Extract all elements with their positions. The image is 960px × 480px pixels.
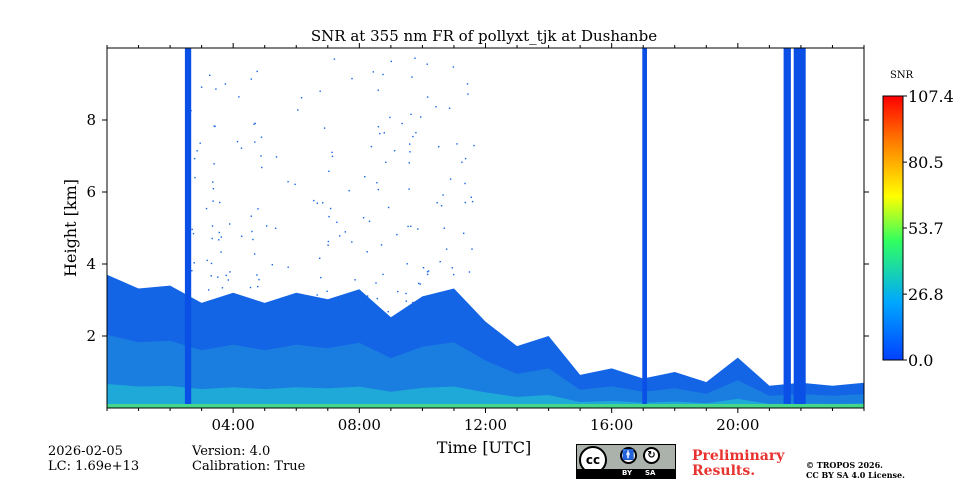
x-tick-label: 20:00 bbox=[716, 416, 759, 434]
y-axis-label: Height [km] bbox=[61, 179, 80, 277]
cc-license-badge[interactable]: cc 🚹 ↻ BY SA bbox=[576, 444, 676, 479]
x-tick-label: 12:00 bbox=[464, 416, 507, 434]
ground-line bbox=[107, 404, 864, 408]
colorbar-tick-label: 80.5 bbox=[908, 153, 944, 172]
colorbar-label: SNR bbox=[890, 70, 914, 81]
cc-by-label: BY bbox=[622, 469, 633, 477]
footer-version: Version: 4.0 bbox=[192, 444, 271, 459]
person-icon: 🚹 bbox=[620, 447, 637, 464]
footer-calibration: Calibration: True bbox=[192, 459, 306, 474]
x-axis-label: Time [UTC] bbox=[437, 438, 531, 457]
plot-area bbox=[107, 48, 864, 408]
full-column-band bbox=[642, 48, 647, 408]
chart-title: SNR at 355 nm FR of pollyxt_tjk at Dusha… bbox=[311, 27, 657, 45]
x-tick-label: 16:00 bbox=[590, 416, 633, 434]
copyright-line-1: © TROPOS 2026. bbox=[806, 460, 883, 470]
copyright-line-2: CC BY SA 4.0 License. bbox=[806, 470, 905, 480]
colorbar-tick-label: 107.4 bbox=[908, 87, 954, 106]
x-tick-label: 04:00 bbox=[212, 416, 255, 434]
x-tick-label: 08:00 bbox=[338, 416, 381, 434]
preliminary-line-1: Preliminary bbox=[692, 448, 785, 464]
share-alike-icon: ↻ bbox=[643, 447, 660, 464]
y-tick-label: 6 bbox=[86, 183, 96, 201]
preliminary-line-2: Results. bbox=[692, 463, 756, 479]
y-tick-label: 4 bbox=[86, 255, 96, 273]
signal-area-ground bbox=[107, 384, 864, 408]
colorbar bbox=[882, 95, 904, 361]
y-tick-label: 2 bbox=[86, 327, 96, 345]
cc-sa-label: SA bbox=[645, 469, 656, 477]
full-column-band bbox=[793, 48, 806, 408]
full-column-band bbox=[184, 48, 192, 408]
colorbar-tick-label: 26.8 bbox=[908, 285, 944, 304]
colorbar-tick-label: 53.7 bbox=[908, 219, 944, 238]
footer-date: 2026-02-05 bbox=[48, 444, 123, 459]
colorbar-tick-label: 0.0 bbox=[908, 351, 933, 370]
footer-lc: LC: 1.69e+13 bbox=[48, 459, 140, 474]
full-column-band bbox=[783, 48, 791, 408]
y-tick-label: 8 bbox=[86, 111, 96, 129]
